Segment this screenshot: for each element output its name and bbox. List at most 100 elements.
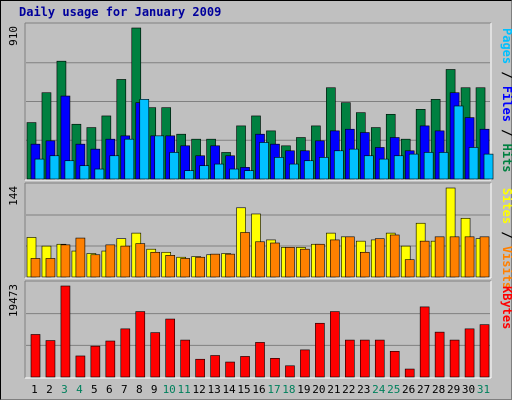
bar-visits-day-3 xyxy=(60,244,71,278)
bar-kbytes-day-22 xyxy=(345,339,355,378)
bar-visits-day-29 xyxy=(449,236,460,278)
day-label-12: 12 xyxy=(193,383,206,396)
day-label-4: 4 xyxy=(76,383,83,396)
bar-kbytes-day-5 xyxy=(90,345,101,378)
day-label-26: 26 xyxy=(402,383,415,396)
bar-kbytes-day-10 xyxy=(165,318,176,378)
bar-kbytes-day-12 xyxy=(195,358,205,378)
bar-visits-day-2 xyxy=(45,258,56,278)
bar-kbytes-day-13 xyxy=(210,355,220,378)
bar-pages-day-19 xyxy=(304,160,314,180)
day-label-9: 9 xyxy=(151,383,158,396)
day-label-3: 3 xyxy=(61,383,68,396)
bar-kbytes-day-16 xyxy=(255,342,265,378)
bar-kbytes-day-15 xyxy=(240,356,250,378)
bar-pages-day-24 xyxy=(378,158,389,180)
bar-visits-day-26 xyxy=(404,259,415,278)
bar-visits-day-28 xyxy=(434,236,445,278)
bar-kbytes-day-28 xyxy=(434,331,445,378)
bar-kbytes-day-27 xyxy=(419,306,430,378)
bar-visits-day-22 xyxy=(345,236,355,278)
bar-pages-day-20 xyxy=(319,157,329,180)
bar-kbytes-day-11 xyxy=(180,339,190,378)
bar-visits-day-8 xyxy=(135,243,146,278)
bar-pages-day-3 xyxy=(64,160,75,180)
bar-visits-day-31 xyxy=(479,236,490,278)
day-label-13: 13 xyxy=(207,383,220,396)
bar-kbytes-day-4 xyxy=(75,355,86,378)
day-label-10: 10 xyxy=(163,383,176,396)
bar-visits-day-1 xyxy=(30,258,41,278)
legend-item-sites: Sites xyxy=(500,188,512,224)
bar-visits-day-9 xyxy=(150,251,161,278)
bar-visits-day-7 xyxy=(120,245,131,278)
bar-visits-day-19 xyxy=(300,248,310,278)
day-label-27: 27 xyxy=(417,383,430,396)
bar-pages-day-14 xyxy=(229,168,239,180)
day-label-2: 2 xyxy=(46,383,53,396)
day-label-17: 17 xyxy=(267,383,280,396)
bar-visits-day-23 xyxy=(359,251,370,278)
bar-pages-day-12 xyxy=(199,165,209,180)
bar-visits-day-5 xyxy=(90,254,101,278)
bar-pages-day-29 xyxy=(453,105,464,180)
bar-visits-day-24 xyxy=(374,238,385,278)
bar-visits-day-18 xyxy=(285,247,295,278)
bar-visits-day-4 xyxy=(75,237,86,278)
day-label-25: 25 xyxy=(387,383,400,396)
bar-visits-day-13 xyxy=(210,253,220,278)
bar-pages-day-5 xyxy=(94,168,105,180)
day-label-21: 21 xyxy=(327,383,340,396)
legend-item-files: Files xyxy=(500,86,512,122)
day-label-28: 28 xyxy=(432,383,445,396)
ymax-label-kbytes: 19473 xyxy=(7,284,20,317)
legend-separator: / xyxy=(500,64,512,86)
bar-kbytes-day-7 xyxy=(120,328,131,378)
bar-pages-day-2 xyxy=(49,155,60,180)
day-label-6: 6 xyxy=(106,383,113,396)
bar-visits-day-27 xyxy=(419,240,430,278)
bar-visits-day-16 xyxy=(255,241,265,278)
bar-pages-day-9 xyxy=(154,135,165,180)
bar-kbytes-day-30 xyxy=(464,328,475,378)
bar-pages-day-22 xyxy=(349,148,359,180)
day-label-20: 20 xyxy=(312,383,325,396)
bar-kbytes-day-19 xyxy=(300,349,310,378)
day-label-15: 15 xyxy=(237,383,250,396)
bar-pages-day-8 xyxy=(139,99,150,180)
bar-kbytes-day-18 xyxy=(285,365,295,378)
bar-pages-day-15 xyxy=(244,170,254,180)
bar-visits-day-25 xyxy=(389,234,400,278)
bar-visits-day-11 xyxy=(180,258,190,278)
bar-pages-day-13 xyxy=(214,163,224,180)
bar-kbytes-day-8 xyxy=(135,311,146,378)
bar-pages-day-10 xyxy=(169,152,180,180)
legend-separator: / xyxy=(500,224,512,246)
day-label-11: 11 xyxy=(178,383,191,396)
bar-pages-day-11 xyxy=(184,170,194,180)
day-label-7: 7 xyxy=(121,383,128,396)
bar-kbytes-day-20 xyxy=(315,322,325,378)
bar-visits-day-15 xyxy=(240,232,250,278)
day-label-14: 14 xyxy=(222,383,236,396)
legend-separator: / xyxy=(500,122,512,144)
bar-pages-day-17 xyxy=(274,157,284,180)
ymax-label-visits: 144 xyxy=(7,186,20,206)
bar-pages-day-18 xyxy=(289,163,299,180)
bar-pages-day-25 xyxy=(393,155,404,180)
bar-pages-day-28 xyxy=(438,152,449,180)
bar-pages-day-1 xyxy=(34,158,45,180)
ymax-label-hits: 910 xyxy=(7,26,20,46)
bar-visits-day-20 xyxy=(315,243,325,278)
bar-pages-day-4 xyxy=(79,165,90,180)
bar-pages-day-26 xyxy=(408,153,419,180)
legend-item-visits: Visits xyxy=(500,246,512,289)
day-label-8: 8 xyxy=(136,383,143,396)
bar-kbytes-day-24 xyxy=(374,339,385,378)
bar-pages-day-7 xyxy=(124,138,135,180)
day-label-5: 5 xyxy=(91,383,98,396)
legend-kbytes: KBytes xyxy=(500,286,512,329)
bar-kbytes-day-26 xyxy=(404,368,415,378)
legend-hits: Pages / Files / Hits xyxy=(500,28,512,173)
day-label-31: 31 xyxy=(477,383,490,396)
